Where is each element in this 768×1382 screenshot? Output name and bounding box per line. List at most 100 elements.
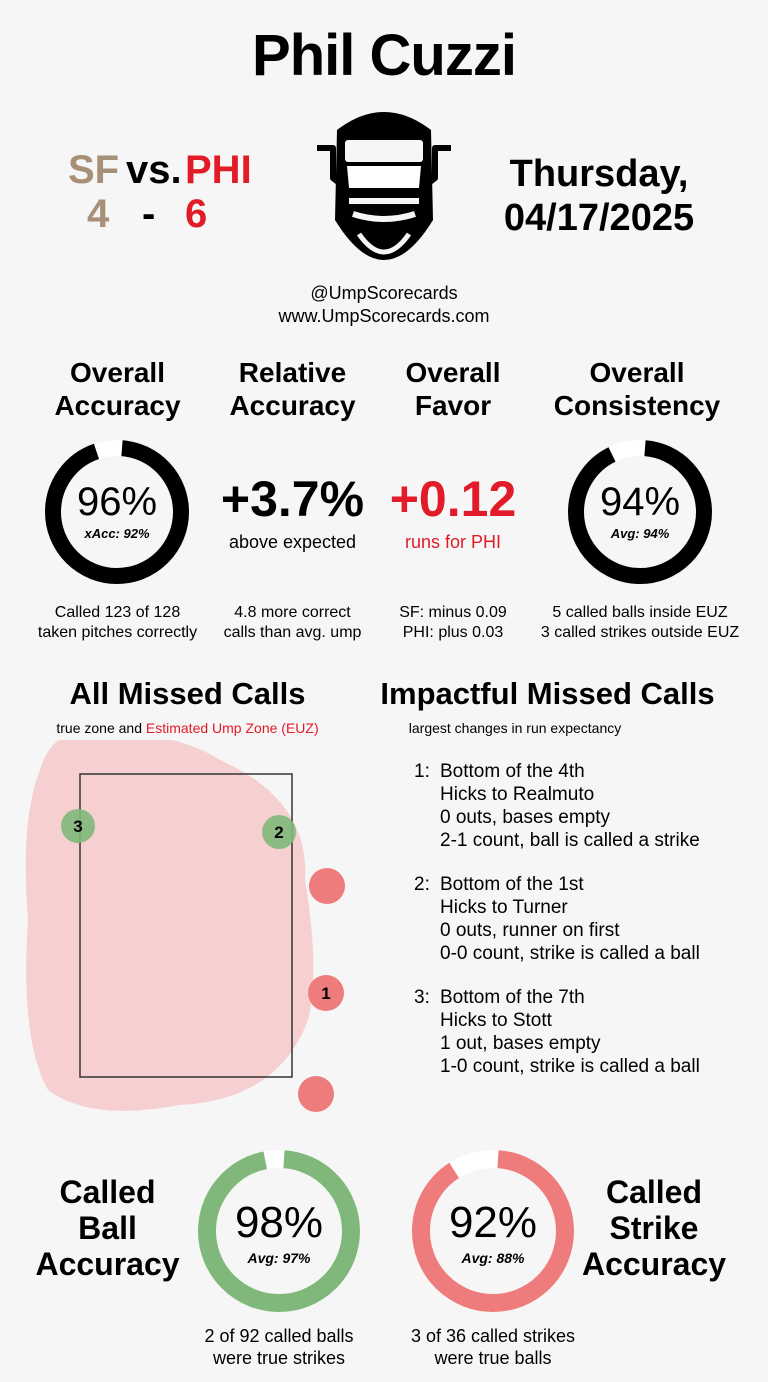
home-score: 6 xyxy=(185,192,208,236)
note-line: 2 of 92 called balls xyxy=(204,1326,354,1346)
called-strike-note: 3 of 36 called strikes were true balls xyxy=(370,1325,616,1369)
overall-accuracy-xacc: xAcc: 92% xyxy=(84,526,150,541)
away-score: 4 xyxy=(87,192,110,236)
item-inning: Bottom of the 1st xyxy=(440,874,584,895)
away-team: SF xyxy=(68,148,120,192)
note-line: SF: minus 0.09 xyxy=(399,604,507,621)
item-inning: Bottom of the 7th xyxy=(440,987,585,1008)
missed-calls-plot: 3 2 1 xyxy=(25,740,345,1112)
pitch-dot[interactable]: 2 xyxy=(262,815,296,849)
social-handle[interactable]: @UmpScorecards xyxy=(310,283,458,303)
legend-euz: Estimated Ump Zone (EUZ) xyxy=(145,720,319,736)
note-line: PHI: plus 0.03 xyxy=(402,624,504,641)
overall-favor-title: Overall Favor xyxy=(358,356,548,422)
item-situation: 0 outs, runner on first xyxy=(440,920,620,941)
game-date: Thursday, 04/17/2025 xyxy=(480,152,718,240)
overall-favor-sub: runs for PHI xyxy=(404,532,502,552)
overall-favor-note: SF: minus 0.09 PHI: plus 0.03 xyxy=(358,603,548,643)
called-ball-avg: Avg: 97% xyxy=(247,1250,311,1266)
item-number: 1: xyxy=(414,761,430,782)
euz-region xyxy=(25,740,314,1111)
title-line: Called xyxy=(59,1174,156,1210)
called-ball-value: 98% xyxy=(234,1198,324,1247)
overall-accuracy-note: Called 123 of 128 taken pitches correctl… xyxy=(10,603,225,643)
title-line: Accuracy xyxy=(35,1246,180,1282)
item-call: 0-0 count, strike is called a ball xyxy=(440,943,700,964)
note-line: calls than avg. ump xyxy=(223,624,362,641)
overall-accuracy-value: 96% xyxy=(76,480,158,524)
score-dash: - xyxy=(142,192,156,236)
social-links: @UmpScorecards www.UmpScorecards.com xyxy=(0,282,768,328)
relative-accuracy-sub: above expected xyxy=(228,532,357,552)
title-line: Accuracy xyxy=(581,1246,727,1282)
relative-accuracy-title: Relative Accuracy xyxy=(195,356,390,422)
called-ball-title: Called Ball Accuracy xyxy=(20,1174,195,1282)
item-number: 2: xyxy=(414,874,430,895)
item-call: 2-1 count, ball is called a strike xyxy=(440,830,700,851)
called-strike-value: 92% xyxy=(448,1198,538,1247)
called-strike-ring xyxy=(412,1150,574,1312)
item-matchup: Hicks to Realmuto xyxy=(440,784,595,805)
item-matchup: Hicks to Turner xyxy=(440,897,568,918)
overall-accuracy-title: Overall Accuracy xyxy=(20,356,215,422)
impactful-item-2: 2: Bottom of the 1st Hicks to Turner 0 ou… xyxy=(414,873,700,965)
title-line: Overall xyxy=(589,357,685,388)
overall-consistency-ring xyxy=(568,440,712,584)
pitch-dot[interactable] xyxy=(298,1076,334,1112)
called-ball-note: 2 of 92 called balls were true strikes xyxy=(160,1325,398,1369)
note-line: 5 called balls inside EUZ xyxy=(552,604,728,621)
called-strike-avg: Avg: 88% xyxy=(461,1250,525,1266)
item-call: 1-0 count, strike is called a ball xyxy=(440,1056,700,1077)
missed-calls-title: All Missed Calls xyxy=(69,676,306,711)
item-number: 3: xyxy=(414,987,430,1008)
overall-accuracy-ring xyxy=(45,440,189,584)
date-value: 04/17/2025 xyxy=(503,197,695,239)
overall-consistency-note: 5 called balls inside EUZ 3 called strik… xyxy=(522,603,758,643)
missed-calls-legend: true zone and Estimated Ump Zone (EUZ) xyxy=(20,720,355,736)
note-line: 3 of 36 called strikes xyxy=(410,1326,576,1346)
note-line: taken pitches correctly xyxy=(37,624,198,641)
overall-consistency-avg: Avg: 94% xyxy=(610,526,670,541)
impactful-subtitle: largest changes in run expectancy xyxy=(408,720,622,736)
overall-consistency-value: 94% xyxy=(599,480,681,524)
pitch-dot[interactable]: 3 xyxy=(61,809,95,843)
note-line: were true strikes xyxy=(212,1348,346,1368)
date-weekday: Thursday, xyxy=(509,153,689,195)
title-line: Accuracy xyxy=(229,390,356,421)
relative-accuracy-note: 4.8 more correct calls than avg. ump xyxy=(195,603,390,643)
note-line: 3 called strikes outside EUZ xyxy=(540,624,740,641)
relative-accuracy-value: +3.7% xyxy=(220,471,365,527)
umpire-name: Phil Cuzzi xyxy=(252,23,517,88)
note-line: 4.8 more correct xyxy=(234,604,351,621)
pitch-dot[interactable]: 1 xyxy=(308,975,344,1011)
legend-true-zone: true zone and xyxy=(56,720,142,736)
overall-favor-value: +0.12 xyxy=(389,471,517,527)
title-line: Overall xyxy=(70,357,165,388)
item-matchup: Hicks to Stott xyxy=(440,1010,552,1031)
title-line: Ball xyxy=(78,1210,137,1246)
score-block: SF vs. PHI 4 - 6 xyxy=(60,148,260,238)
impactful-item-1: 1: Bottom of the 4th Hicks to Realmuto 0 … xyxy=(414,760,700,852)
called-ball-ring xyxy=(198,1150,360,1312)
social-site[interactable]: www.UmpScorecards.com xyxy=(278,306,490,326)
pitch-label: 3 xyxy=(73,817,82,836)
title-line: Relative xyxy=(238,357,347,388)
impactful-item-3: 3: Bottom of the 7th Hicks to Stott 1 out… xyxy=(414,986,700,1078)
note-line: Called 123 of 128 xyxy=(54,604,181,621)
title-line: Overall xyxy=(405,357,501,388)
title-line: Favor xyxy=(414,390,492,421)
vs-label: vs. xyxy=(126,148,182,192)
overall-consistency-title: Overall Consistency xyxy=(532,356,742,422)
note-line: were true balls xyxy=(434,1348,552,1368)
title-line: Called xyxy=(605,1174,703,1210)
item-situation: 0 outs, bases empty xyxy=(440,807,611,828)
item-situation: 1 out, bases empty xyxy=(440,1033,601,1054)
umpire-mask-icon xyxy=(317,112,451,260)
strike-zone xyxy=(79,773,293,1078)
called-strike-title: Called Strike Accuracy xyxy=(574,1174,734,1282)
title-line: Strike xyxy=(609,1210,699,1246)
title-line: Accuracy xyxy=(54,390,181,421)
pitch-dot[interactable] xyxy=(309,868,345,904)
home-team: PHI xyxy=(185,148,252,192)
pitch-label: 2 xyxy=(274,823,283,842)
